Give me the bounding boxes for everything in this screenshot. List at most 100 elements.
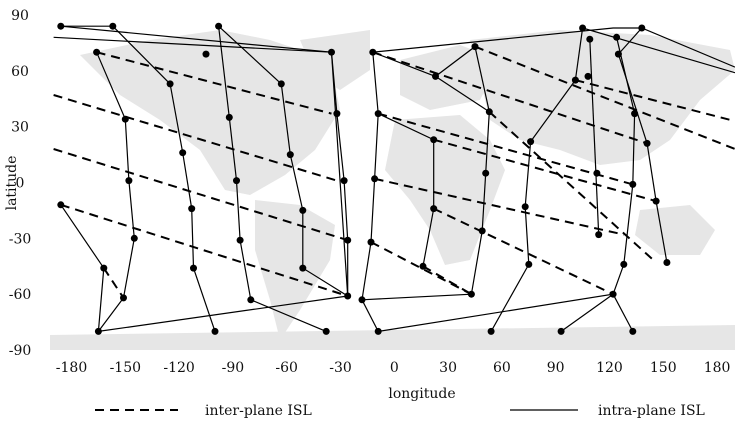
- x-tick-label: 90: [547, 360, 565, 376]
- inter-plane-link: [53, 148, 348, 242]
- satellite-node: [609, 290, 617, 298]
- intra-plane-link: [361, 45, 490, 301]
- satellite-node: [299, 206, 307, 214]
- satellite-node: [57, 22, 65, 30]
- satellite-node: [367, 238, 375, 246]
- inter-plane-link: [575, 79, 735, 123]
- satellite-nodes: [57, 22, 671, 335]
- inter-plane-link: [488, 111, 657, 264]
- satellite-node: [120, 294, 127, 302]
- satellite-node: [371, 175, 379, 183]
- satellite-node: [188, 205, 196, 213]
- intra-plane-link: [361, 299, 379, 332]
- y-tick-label: -60: [9, 287, 32, 303]
- land-greenland: [300, 30, 370, 90]
- satellite-node: [419, 262, 427, 270]
- satellite-node: [652, 197, 660, 205]
- satellite-node: [130, 234, 138, 242]
- satellite-node: [643, 139, 651, 147]
- inter-plane-link: [422, 265, 472, 296]
- intra-plane-link: [98, 295, 348, 332]
- intra-plane-link: [372, 27, 735, 68]
- satellite-node: [166, 80, 174, 88]
- intra-plane-link: [377, 113, 435, 267]
- satellite-node: [629, 180, 637, 188]
- satellite-node: [482, 169, 490, 177]
- inter-plane-link: [96, 51, 332, 115]
- satellite-node: [225, 113, 233, 121]
- axes: -180 -150 -120 -90 -60 -30 0 30 60 90 120 150 180 -90…: [4, 8, 730, 402]
- x-tick-label: 0: [390, 360, 399, 376]
- intra-plane-link: [435, 75, 490, 113]
- satellite-node: [286, 151, 294, 159]
- satellite-node: [593, 169, 601, 177]
- satellite-node: [467, 290, 475, 298]
- satellite-node: [620, 260, 628, 268]
- intra-plane-link: [378, 293, 634, 332]
- x-tick-label: 180: [704, 360, 731, 376]
- x-tick-label: -120: [163, 360, 194, 376]
- inter-plane-link: [372, 51, 648, 145]
- inter-plane-link: [433, 138, 657, 203]
- satellite-node: [190, 264, 197, 272]
- x-tick-label: 150: [650, 360, 677, 376]
- x-axis-label: longitude: [388, 386, 455, 402]
- satellite-node: [471, 43, 479, 51]
- inter-plane-link: [433, 207, 614, 296]
- satellite-node: [487, 327, 495, 335]
- satellite-node: [100, 264, 108, 272]
- satellite-node: [432, 72, 439, 80]
- satellite-node: [613, 33, 621, 41]
- y-tick-label: -90: [9, 343, 32, 359]
- satellite-node: [322, 327, 330, 335]
- land-south-america: [255, 200, 335, 340]
- satellite-node: [328, 48, 335, 56]
- legend-label-inter-plane: inter-plane ISL: [205, 403, 312, 419]
- satellite-node: [344, 292, 352, 300]
- x-tick-label: 30: [439, 360, 457, 376]
- satellite-node: [93, 48, 101, 56]
- legend-label-intra-plane: intra-plane ISL: [598, 403, 705, 419]
- intra-plane-links: [53, 25, 735, 332]
- y-tick-label: 30: [11, 120, 29, 136]
- satellite-node: [571, 76, 579, 84]
- satellite-node: [215, 22, 223, 30]
- intra-plane-link: [112, 25, 216, 332]
- satellite-node: [521, 203, 529, 211]
- x-tick-label: -60: [275, 360, 298, 376]
- y-tick-label: 60: [11, 64, 29, 80]
- inter-plane-link: [60, 203, 349, 297]
- satellite-node: [344, 236, 352, 244]
- satellite-node: [586, 35, 594, 43]
- intra-plane-link: [96, 51, 135, 332]
- satellite-node: [236, 236, 244, 244]
- intra-plane-link: [617, 53, 648, 144]
- satellite-node: [638, 24, 646, 32]
- intra-plane-link: [53, 36, 332, 53]
- intra-plane-link: [574, 27, 584, 81]
- satellite-node: [374, 110, 382, 118]
- satellite-node: [233, 177, 240, 185]
- satellite-node: [430, 136, 438, 144]
- intra-plane-link: [60, 25, 332, 53]
- inter-plane-link: [474, 45, 735, 150]
- satellite-node: [121, 115, 129, 123]
- satellite-node: [202, 50, 210, 58]
- intra-plane-link: [617, 27, 643, 55]
- x-tick-label: -180: [56, 360, 87, 376]
- inter-plane-link: [374, 177, 625, 236]
- satellite-node: [584, 72, 592, 80]
- satellite-node: [527, 138, 535, 146]
- satellite-node: [340, 177, 348, 185]
- satellite-node: [125, 177, 133, 185]
- inter-plane-link: [53, 94, 338, 182]
- satellite-node: [485, 108, 493, 116]
- x-tick-label: 120: [596, 360, 623, 376]
- satellite-node: [358, 296, 366, 304]
- satellite-node: [369, 48, 377, 56]
- intra-plane-link: [60, 204, 105, 332]
- satellite-node: [94, 327, 102, 335]
- y-tick-label: 90: [11, 8, 29, 24]
- satellite-node: [57, 201, 65, 209]
